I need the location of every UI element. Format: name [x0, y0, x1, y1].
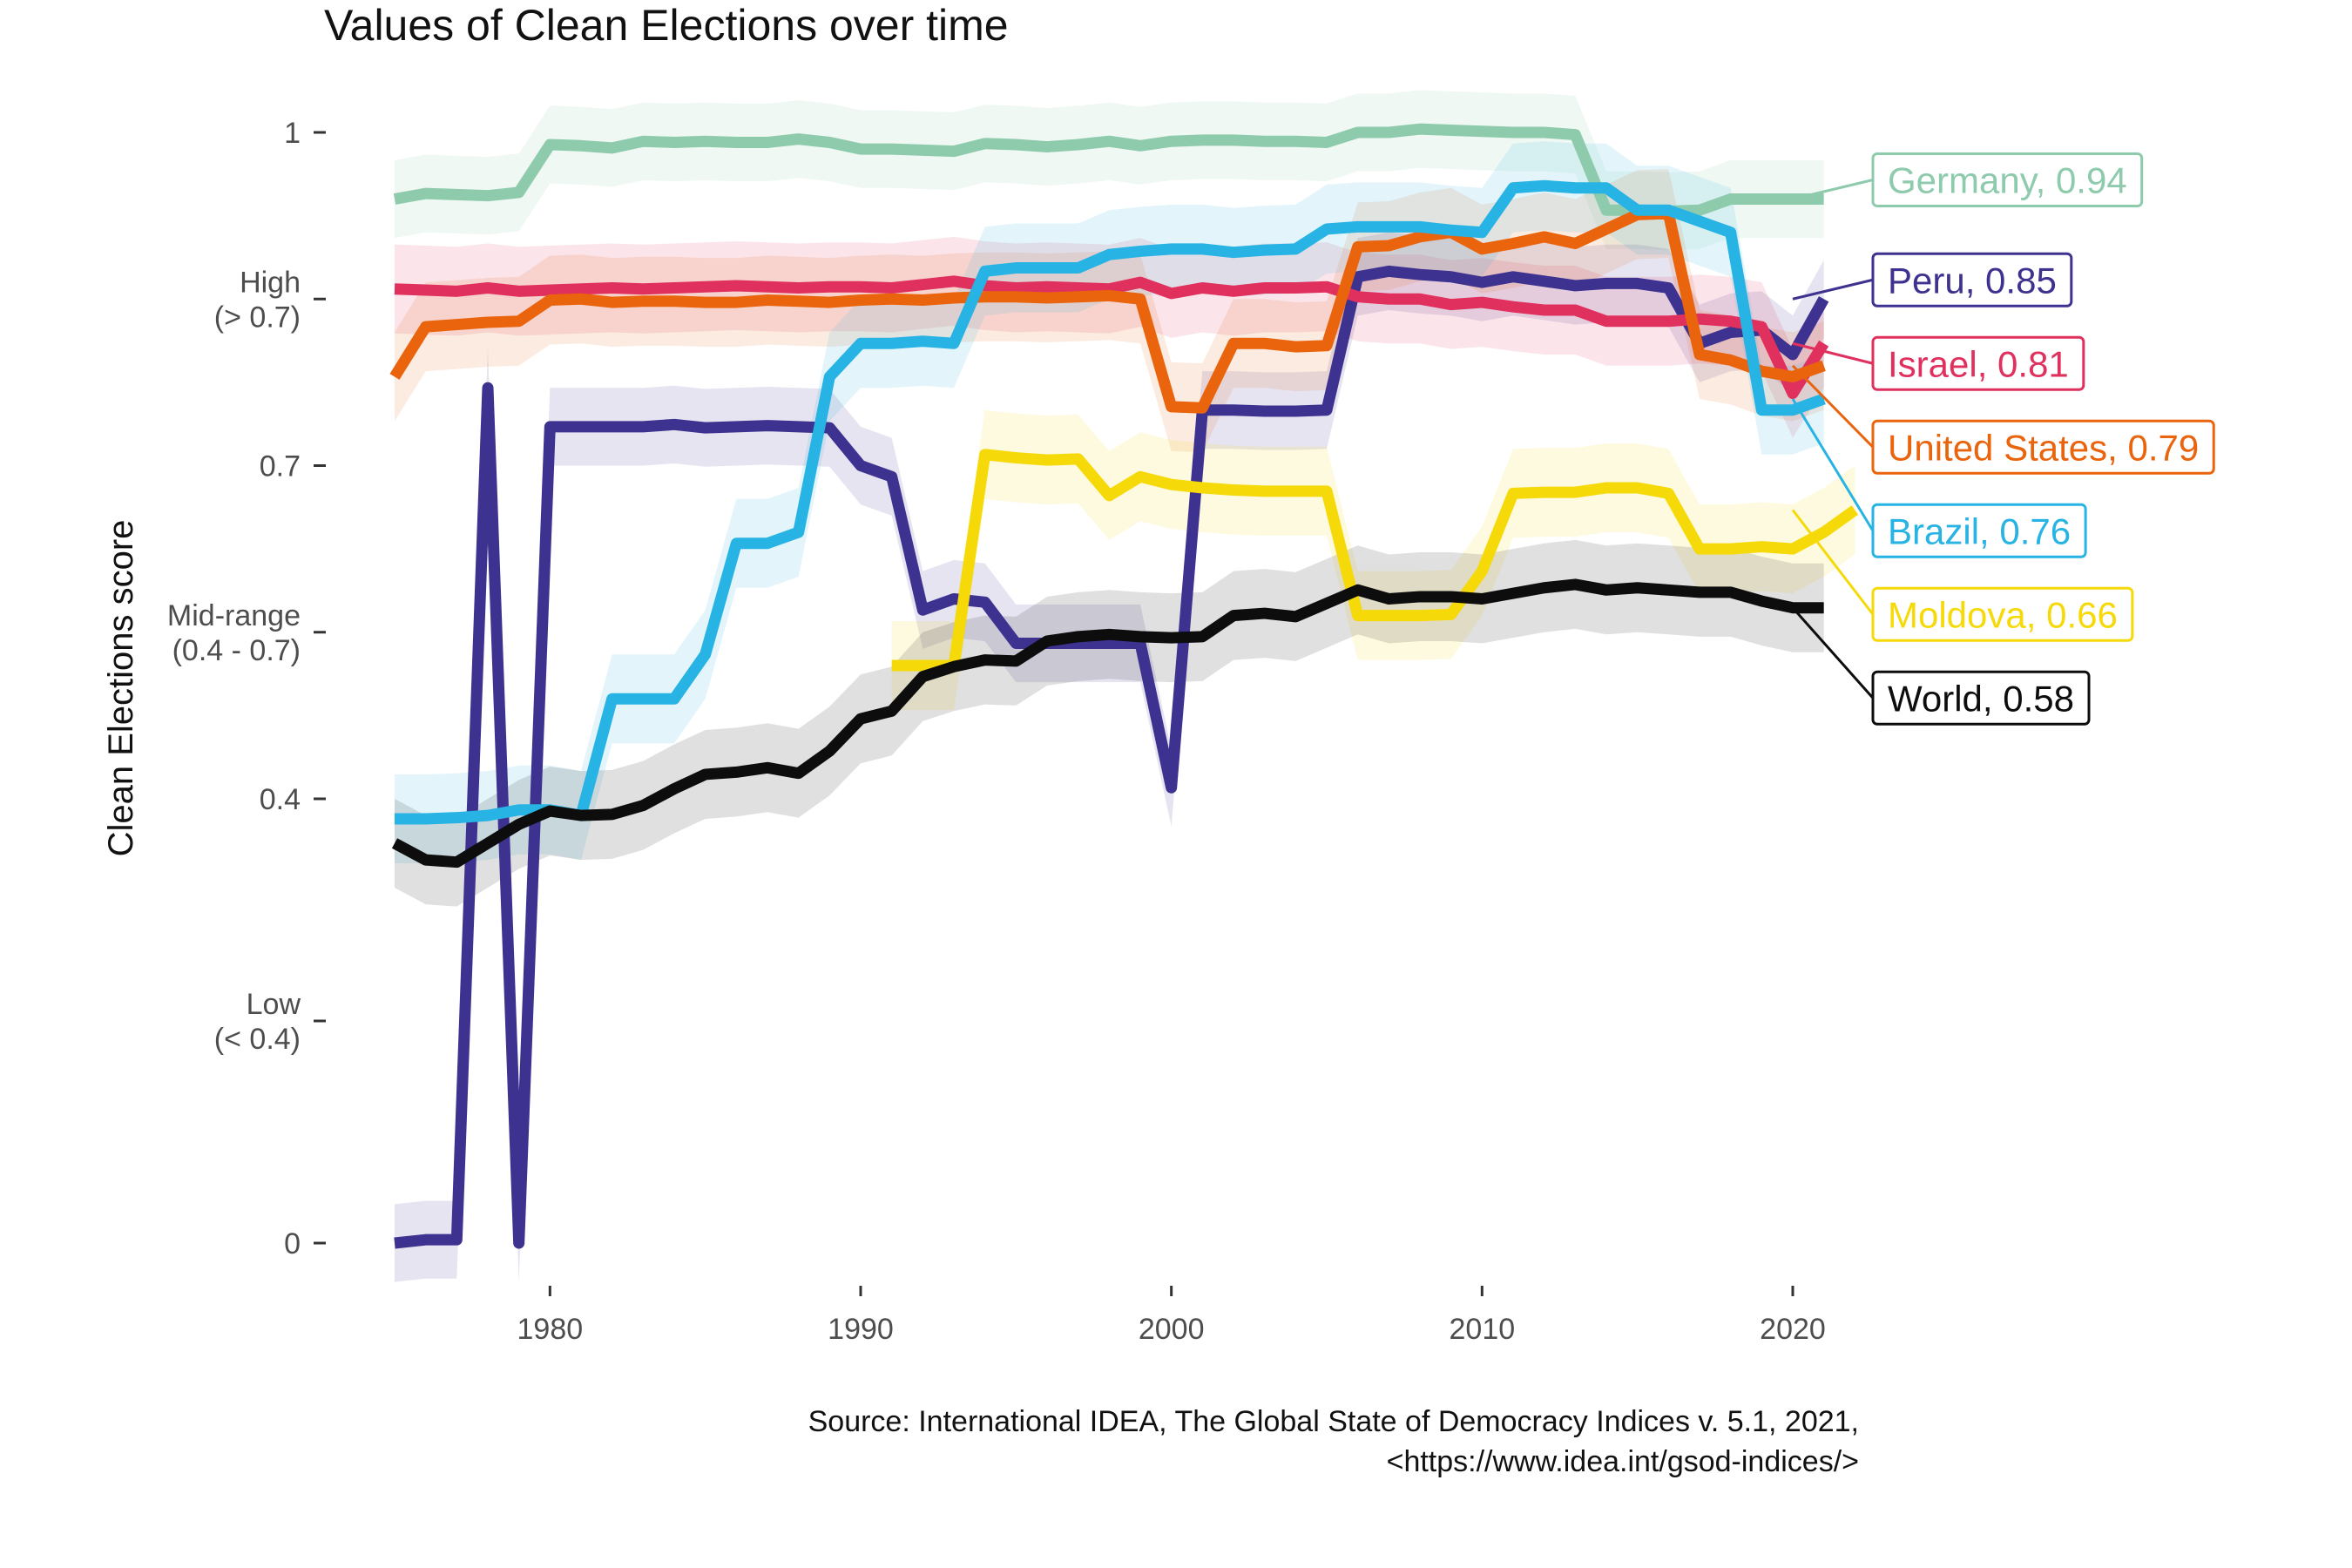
series-line — [394, 275, 1829, 400]
label-connector — [1792, 341, 1874, 365]
x-tick-label: 1980 — [517, 1313, 584, 1346]
chart-title: Values of Clean Elections over time — [324, 1, 1009, 50]
series-label: Moldova, 0.66 — [1888, 594, 2118, 635]
confidence-band — [395, 539, 1824, 907]
label-connector — [1792, 278, 1874, 301]
series-label: United States, 0.79 — [1888, 427, 2199, 468]
series-label: Peru, 0.85 — [1888, 260, 2057, 301]
series-line — [391, 578, 1824, 868]
y-tick-label: 0.4 — [260, 783, 301, 816]
series-label-box — [1871, 670, 2091, 726]
series-label-box — [1871, 586, 2134, 642]
series-line — [393, 123, 1824, 218]
label-connector — [1791, 509, 1875, 616]
x-tick-label: 2020 — [1760, 1313, 1826, 1346]
y-tick-label: Mid-range — [167, 599, 301, 632]
series-line — [891, 449, 1859, 672]
caption-line-1: Source: International IDEA, The Global S… — [808, 1405, 1859, 1438]
series-label: Brazil, 0.76 — [1888, 510, 2071, 551]
x-tick-label: 2000 — [1139, 1313, 1205, 1346]
label-connector — [1791, 606, 1875, 700]
series-line — [395, 179, 1826, 825]
series-label: Germany, 0.94 — [1888, 160, 2127, 201]
x-tick-label: 2010 — [1450, 1313, 1516, 1346]
series-label: World, 0.58 — [1888, 678, 2074, 719]
confidence-band — [395, 232, 1824, 1282]
series-line — [394, 265, 1829, 1249]
series-label-box — [1871, 152, 2144, 207]
label-connector — [1792, 179, 1874, 200]
y-tick-label: 1 — [284, 117, 301, 150]
y-tick-label: High — [240, 266, 301, 299]
caption-line-2: <https://www.idea.int/gsod-indices/> — [1386, 1444, 1859, 1478]
y-tick-label: 0.7 — [260, 450, 301, 483]
y-tick-label: (0.4 - 0.7) — [172, 634, 301, 667]
y-tick-label: (< 0.4) — [214, 1023, 301, 1056]
y-tick-label: 0 — [284, 1227, 301, 1260]
x-tick-label: 1990 — [828, 1313, 894, 1346]
y-tick-label: (> 0.7) — [214, 301, 301, 334]
y-tick-label: Low — [247, 988, 301, 1021]
series-label: Israel, 0.81 — [1888, 343, 2069, 384]
series-line — [389, 207, 1826, 414]
label-connector — [1791, 398, 1875, 532]
series-label-box — [1871, 335, 2085, 391]
source-caption: Source: International IDEA, The Global S… — [808, 1402, 1859, 1483]
label-connector — [1791, 364, 1875, 449]
y-axis-title: Clean Elections score — [102, 520, 140, 857]
series-label-box — [1871, 252, 2073, 308]
series-label-box — [1871, 419, 2215, 475]
series-label-box — [1871, 503, 2087, 558]
